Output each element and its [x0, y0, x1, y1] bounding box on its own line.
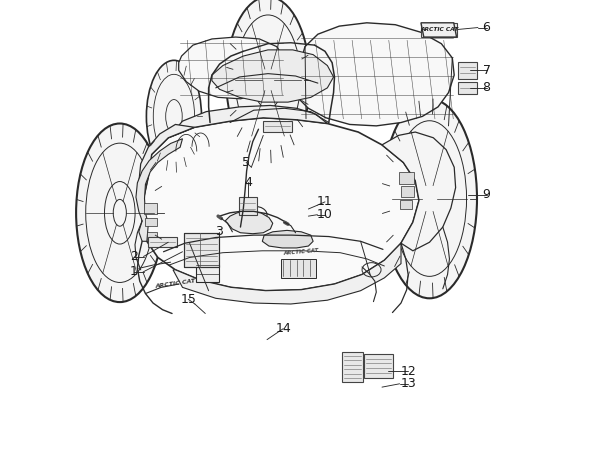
- Bar: [184, 233, 218, 267]
- Text: 9: 9: [483, 188, 490, 201]
- Ellipse shape: [226, 0, 310, 163]
- Polygon shape: [179, 37, 285, 99]
- Bar: [458, 62, 477, 79]
- Ellipse shape: [76, 124, 163, 302]
- Text: 8: 8: [482, 81, 490, 95]
- Text: ARCTIC CAT: ARCTIC CAT: [283, 247, 319, 256]
- Bar: [147, 232, 157, 239]
- Polygon shape: [263, 230, 313, 248]
- Polygon shape: [421, 23, 457, 37]
- Polygon shape: [168, 105, 327, 138]
- Text: 4: 4: [244, 176, 252, 189]
- Bar: [239, 197, 256, 215]
- Text: ARCTIC CAT: ARCTIC CAT: [155, 279, 196, 289]
- Bar: [282, 259, 316, 278]
- Bar: [144, 203, 157, 214]
- Text: 10: 10: [317, 208, 333, 221]
- Polygon shape: [139, 124, 195, 199]
- Text: 15: 15: [181, 293, 196, 306]
- Bar: [398, 172, 414, 184]
- Text: 3: 3: [215, 225, 223, 238]
- Polygon shape: [173, 243, 401, 304]
- Polygon shape: [382, 132, 455, 251]
- Bar: [146, 218, 157, 226]
- Polygon shape: [212, 50, 334, 102]
- Text: 7: 7: [482, 64, 490, 77]
- Text: 1: 1: [130, 265, 138, 278]
- Bar: [401, 186, 414, 197]
- Bar: [400, 200, 412, 209]
- Bar: [364, 354, 394, 378]
- Text: 13: 13: [400, 377, 416, 390]
- Text: 14: 14: [275, 322, 291, 335]
- Bar: [342, 352, 363, 382]
- Bar: [458, 82, 477, 94]
- Bar: [148, 237, 177, 247]
- Text: 5: 5: [242, 156, 250, 169]
- Text: ARCTIC CAT: ARCTIC CAT: [420, 28, 459, 32]
- Bar: [184, 233, 218, 267]
- Polygon shape: [294, 23, 454, 126]
- Bar: [421, 23, 457, 37]
- Ellipse shape: [382, 99, 477, 298]
- Bar: [196, 265, 218, 282]
- Ellipse shape: [146, 60, 201, 172]
- Polygon shape: [225, 211, 273, 234]
- Polygon shape: [142, 118, 419, 291]
- Text: 6: 6: [483, 21, 490, 34]
- Bar: [263, 121, 292, 132]
- Text: 2: 2: [130, 250, 138, 263]
- Text: 11: 11: [317, 195, 333, 209]
- Text: 12: 12: [400, 365, 416, 378]
- Polygon shape: [136, 139, 182, 241]
